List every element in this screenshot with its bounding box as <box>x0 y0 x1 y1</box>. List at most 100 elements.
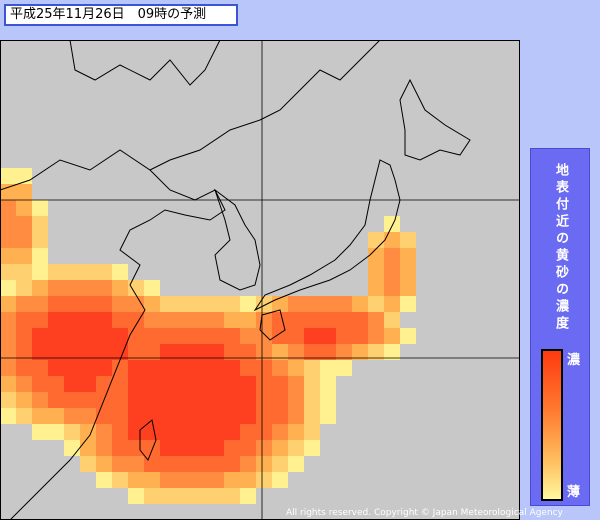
dust-cell <box>128 440 144 456</box>
dust-cell <box>192 296 208 312</box>
dust-cell <box>256 376 272 392</box>
dust-cell <box>288 312 304 328</box>
dust-cell <box>96 264 112 280</box>
dust-cell <box>272 328 288 344</box>
dust-cell <box>208 296 224 312</box>
dust-cell <box>16 392 32 408</box>
dust-cell <box>160 312 176 328</box>
dust-cell <box>128 392 144 408</box>
dust-cell <box>80 328 96 344</box>
dust-cell <box>32 408 48 424</box>
legend-title: 地表付近の黄砂の濃度 <box>553 163 568 333</box>
dust-cell <box>80 344 96 360</box>
dust-cell <box>256 472 272 488</box>
dust-cell <box>304 424 320 440</box>
dust-cell <box>160 392 176 408</box>
dust-cell <box>240 392 256 408</box>
dust-cell <box>368 344 384 360</box>
dust-cell <box>0 280 16 296</box>
dust-cell <box>384 248 400 264</box>
dust-cell <box>400 328 416 344</box>
dust-cell <box>128 488 144 504</box>
dust-cell <box>128 312 144 328</box>
dust-cell <box>272 440 288 456</box>
dust-cell <box>128 296 144 312</box>
dust-cell <box>224 424 240 440</box>
dust-cell <box>320 376 336 392</box>
dust-cell <box>288 296 304 312</box>
dust-cell <box>176 392 192 408</box>
dust-cell <box>240 488 256 504</box>
dust-cell <box>16 168 32 184</box>
dust-cell <box>128 376 144 392</box>
dust-cell <box>144 408 160 424</box>
dust-cell <box>112 328 128 344</box>
dust-cell <box>96 456 112 472</box>
dust-cell <box>64 264 80 280</box>
dust-cell <box>48 312 64 328</box>
dust-cell <box>16 376 32 392</box>
dust-cell <box>16 296 32 312</box>
dust-cell <box>176 344 192 360</box>
dust-cells <box>0 168 416 504</box>
dust-cell <box>288 408 304 424</box>
dust-cell <box>80 376 96 392</box>
dust-cell <box>48 328 64 344</box>
dust-cell <box>368 296 384 312</box>
dust-cell <box>160 424 176 440</box>
dust-cell <box>320 296 336 312</box>
dust-cell <box>96 376 112 392</box>
dust-cell <box>368 280 384 296</box>
dust-cell <box>112 360 128 376</box>
dust-cell <box>128 456 144 472</box>
dust-cell <box>272 312 288 328</box>
dust-cell <box>176 376 192 392</box>
dust-cell <box>16 312 32 328</box>
dust-cell <box>80 392 96 408</box>
dust-cell <box>240 328 256 344</box>
dust-cell <box>224 456 240 472</box>
dust-cell <box>272 472 288 488</box>
dust-cell <box>320 344 336 360</box>
dust-cell <box>240 440 256 456</box>
dust-cell <box>0 312 16 328</box>
dust-cell <box>272 456 288 472</box>
dust-cell <box>288 360 304 376</box>
dust-cell <box>112 472 128 488</box>
dust-cell <box>192 456 208 472</box>
dust-cell <box>16 264 32 280</box>
dust-cell <box>384 232 400 248</box>
dust-cell <box>144 280 160 296</box>
dust-cell <box>176 360 192 376</box>
coastlines <box>0 40 471 520</box>
legend: 地表付近の黄砂の濃度 濃 薄 <box>530 148 590 506</box>
dust-cell <box>208 424 224 440</box>
dust-cell <box>192 408 208 424</box>
dust-cell <box>256 440 272 456</box>
dust-cell <box>352 296 368 312</box>
dust-cell <box>48 264 64 280</box>
legend-high: 濃 <box>567 353 581 368</box>
dust-cell <box>16 344 32 360</box>
dust-cell <box>32 200 48 216</box>
dust-cell <box>96 424 112 440</box>
dust-cell <box>272 424 288 440</box>
dust-cell <box>160 360 176 376</box>
dust-cell <box>208 312 224 328</box>
dust-cell <box>288 376 304 392</box>
dust-cell <box>144 440 160 456</box>
dust-cell <box>112 296 128 312</box>
dust-cell <box>384 264 400 280</box>
dust-cell <box>400 264 416 280</box>
dust-cell <box>192 440 208 456</box>
dust-cell <box>240 376 256 392</box>
dust-cell <box>368 232 384 248</box>
dust-cell <box>304 360 320 376</box>
dust-cell <box>288 328 304 344</box>
dust-cell <box>48 280 64 296</box>
map <box>0 40 520 520</box>
legend-low: 薄 <box>567 485 581 500</box>
dust-cell <box>160 328 176 344</box>
dust-cell <box>144 360 160 376</box>
